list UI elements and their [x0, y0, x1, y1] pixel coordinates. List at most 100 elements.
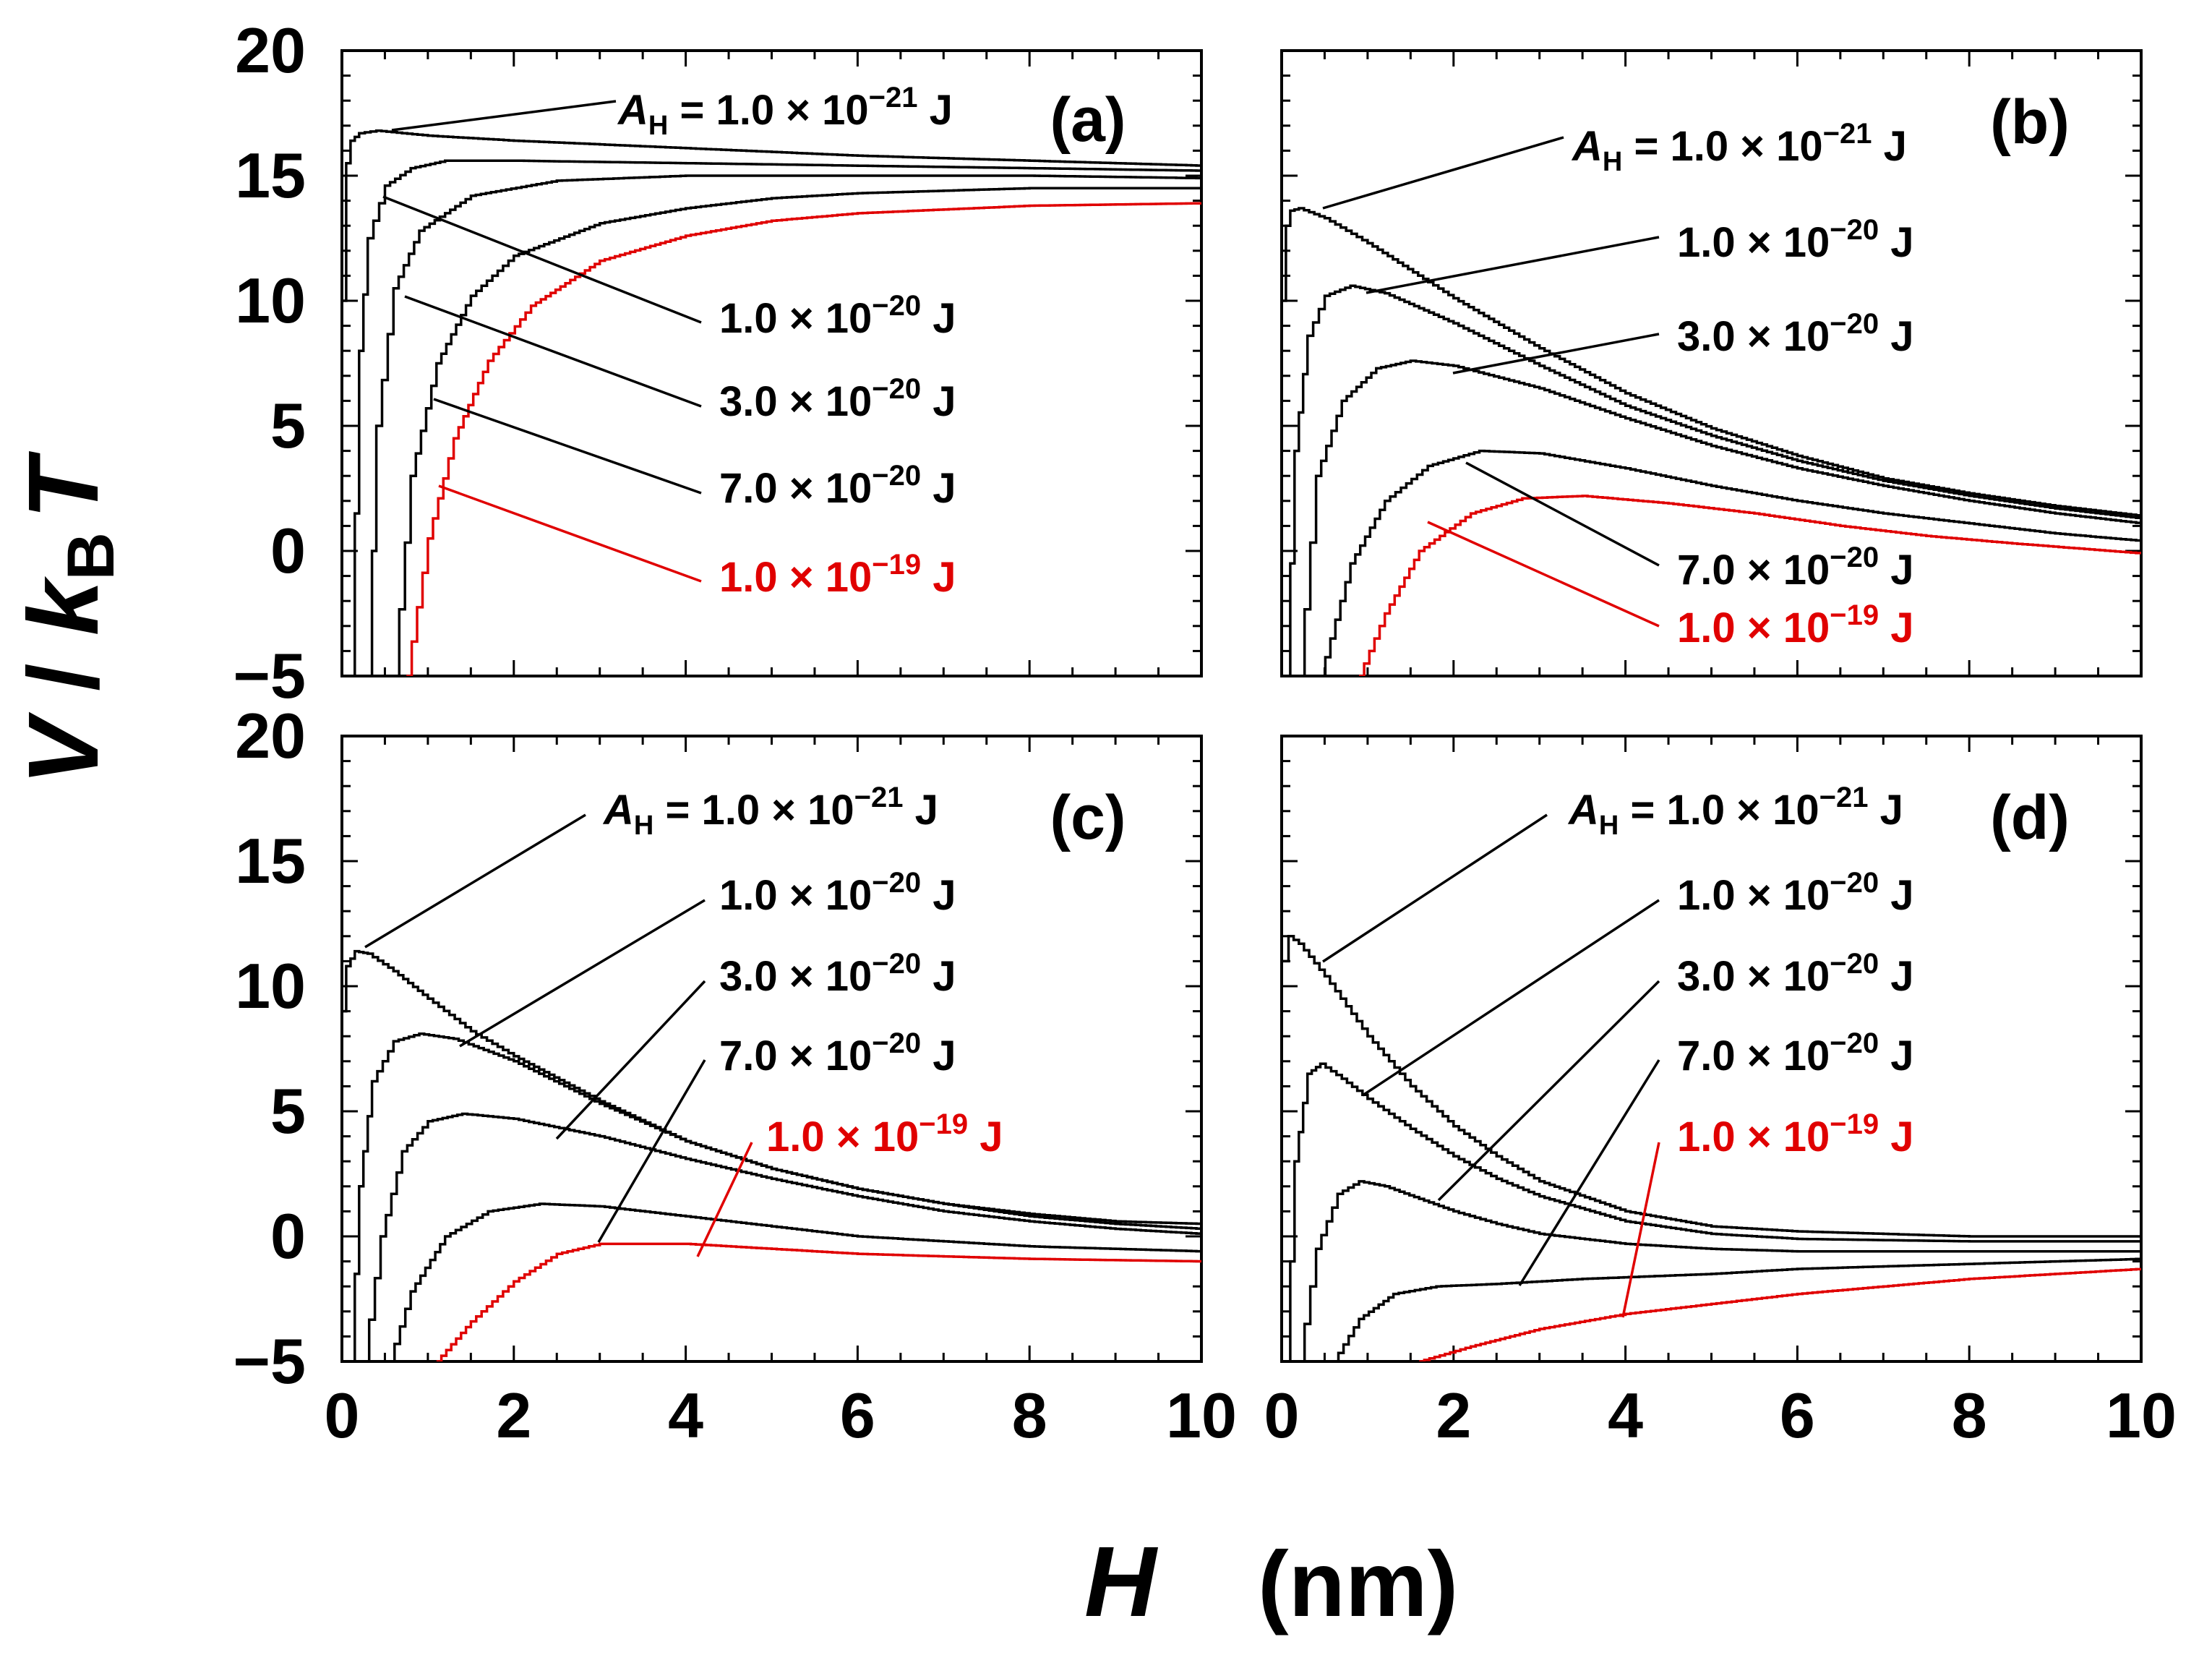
leader-line	[382, 195, 702, 324]
label-mid: 1.0 × 10	[719, 872, 872, 919]
label-post: J	[921, 1032, 956, 1079]
label-mid: 3.0 × 10	[1677, 313, 1830, 360]
label-exp: −19	[919, 1108, 968, 1140]
series-line-1.0e-21	[1282, 935, 2141, 1238]
label-mid: 3.0 × 10	[719, 378, 872, 425]
annotation-1.0e-19: 1.0 × 10−19 J	[696, 1108, 1003, 1257]
label-mid: 1.0 × 10	[1677, 872, 1830, 919]
series-line-1.0e-20	[1285, 284, 2141, 676]
y-label-sub: B	[54, 532, 128, 580]
label-post: J	[1879, 872, 1913, 919]
label-exp: −20	[1830, 1027, 1879, 1059]
series-line-3.0e-20	[363, 1112, 1201, 1361]
label-mid: 1.0 × 10	[766, 1113, 919, 1160]
label-mid: 7.0 × 10	[1677, 1032, 1830, 1079]
label-post: J	[918, 87, 953, 134]
leader-line	[391, 100, 617, 132]
annotation-1.0e-20: 1.0 × 10 −20 J	[1362, 867, 1913, 1097]
series-label: AH = 1.0 × 10−21 J	[1571, 118, 1907, 177]
annotation-3.0e-20: 3.0 × 10−20 J	[1452, 308, 1913, 375]
label-post: J	[968, 1113, 1003, 1160]
label-a: A	[617, 87, 648, 134]
annotation-3.0e-20: 3.0 × 10−20 J	[555, 948, 956, 1140]
label-post: J	[921, 872, 956, 919]
label-exp: −19	[1830, 599, 1879, 631]
x-tick-label: 6	[840, 1380, 875, 1451]
label-post: J	[921, 295, 956, 342]
label-exp: −20	[872, 1027, 921, 1059]
series-line-1.0e-19	[1359, 495, 2141, 676]
annotation-1.0e-21: AH = 1.0 × 10−21 J	[391, 82, 953, 141]
leader-line	[696, 1142, 753, 1257]
series-line-1.0e-21	[1282, 207, 2141, 517]
label-sub: H	[1599, 811, 1619, 841]
y-tick-label: −5	[233, 640, 306, 711]
x-tick-label: 2	[1436, 1380, 1471, 1451]
ticks	[1280, 735, 2143, 1363]
curves	[342, 129, 1201, 676]
leader-line	[597, 1059, 706, 1243]
label-mid: 3.0 × 10	[1677, 953, 1830, 1000]
label-mid: 3.0 × 10	[719, 953, 872, 1000]
label-exp: −20	[872, 948, 921, 980]
panel-label: (d)	[1990, 783, 2070, 852]
leader-line	[1621, 1142, 1660, 1318]
y-tick-label: 10	[235, 265, 306, 336]
series-label: 3.0 × 10−20 J	[1677, 308, 1913, 360]
label-exp: −20	[872, 867, 921, 899]
label-post: J	[1869, 787, 1903, 834]
series-label: 7.0 × 10−20 J	[1677, 542, 1913, 594]
leader-line	[1465, 461, 1660, 567]
x-axis-label: H (nm)	[1084, 1526, 1458, 1638]
leader-line	[404, 295, 702, 408]
label-post: J	[1872, 123, 1907, 170]
series-line-7.0e-20	[1333, 1257, 2141, 1361]
x-tick-label: 0	[1264, 1380, 1300, 1451]
y-tick-label: 5	[270, 390, 306, 461]
label-post: J	[921, 465, 956, 512]
curves	[1282, 207, 2141, 676]
svg-text:V / kBT: V / kBT	[8, 451, 128, 785]
annotation-7.0e-20: 7.0 × 10−20 J	[597, 1027, 956, 1243]
series-line-7.0e-20	[393, 187, 1201, 676]
label-exp: −20	[1830, 214, 1879, 246]
annotation-7.0e-20: 7.0 × 10−20 J	[1465, 461, 1913, 594]
curves	[342, 949, 1201, 1361]
series-line-3.0e-20	[1298, 359, 2141, 676]
leader-line	[1452, 333, 1660, 375]
y-tick-label: 20	[235, 700, 306, 771]
y-tick-label: 20	[235, 14, 306, 86]
annotation-1.0e-20: 1.0 × 10−20 J	[1366, 214, 1913, 294]
series-line-7.0e-20	[1320, 449, 2141, 676]
leader-line	[1427, 521, 1660, 628]
label-exp: −21	[1819, 782, 1869, 813]
y-label-v: V	[8, 711, 119, 785]
series-line-1.0e-19	[406, 202, 1201, 676]
label-post: J	[1879, 1032, 1913, 1079]
label-post: J	[1879, 219, 1913, 266]
panel-label: (b)	[1990, 87, 2070, 157]
y-tick-label: 0	[270, 515, 306, 586]
series-label: AH = 1.0 × 10−21 J	[602, 782, 938, 841]
series-line-7.0e-20	[389, 1202, 1201, 1361]
series-line-1.0e-19	[436, 1242, 1201, 1361]
label-mid: 7.0 × 10	[1677, 547, 1830, 594]
label-a: A	[1571, 123, 1603, 170]
y-tick-label: 5	[270, 1075, 306, 1147]
curves	[1282, 935, 2141, 1361]
label-a: A	[1567, 787, 1599, 834]
label-post: J	[1879, 1113, 1913, 1160]
label-mid: 1.0 × 10	[1677, 1113, 1830, 1160]
annotation-7.0e-20: 7.0 × 10−20 J	[1518, 1027, 1913, 1286]
label-exp: −20	[1830, 308, 1879, 340]
panel-b: AH = 1.0 × 10−21 J1.0 × 10−20 J3.0 × 10−…	[1280, 49, 2143, 677]
series-label: 7.0 × 10−20 J	[1677, 1027, 1913, 1079]
x-tick-label: 8	[1012, 1380, 1047, 1451]
leader-line	[1437, 980, 1660, 1202]
label-post: J	[1879, 547, 1913, 594]
annotation-1.0e-20: 1.0 × 10−20 J	[382, 195, 956, 342]
series-line-1.0e-20	[350, 1032, 1201, 1361]
label-mid: = 1.0 × 10	[653, 787, 854, 834]
